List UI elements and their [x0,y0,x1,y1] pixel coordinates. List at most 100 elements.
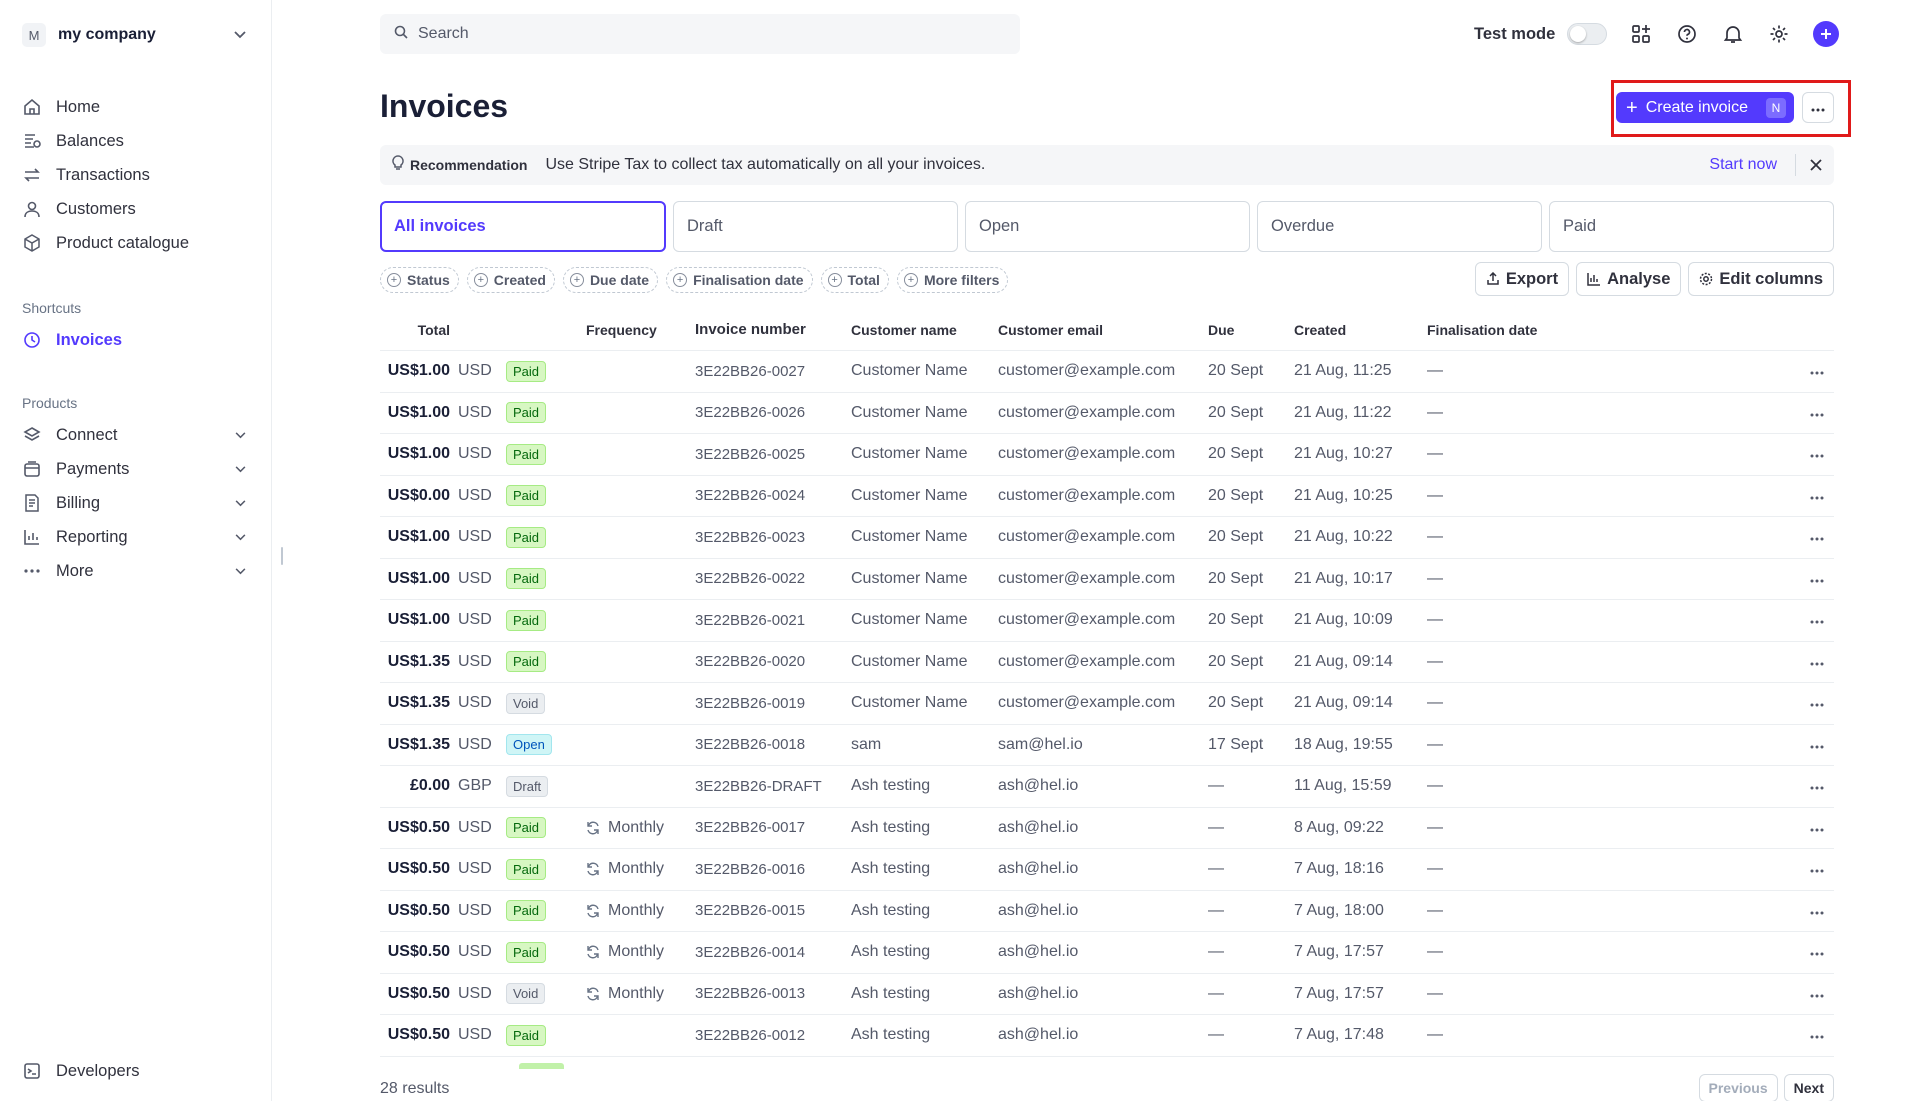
row-menu-button[interactable] [1747,736,1834,754]
ellipsis-icon [1810,611,1824,629]
filter-total[interactable]: + Total [820,267,889,293]
row-menu-button[interactable] [1747,694,1834,712]
header-invoice-number[interactable]: Invoice number [695,321,806,338]
table-row[interactable]: US$1.00 USD Paid 3E22BB26-0021 Customer Name… [380,600,1834,642]
row-menu-button[interactable] [1747,777,1834,795]
amount: US$0.50 [387,1026,450,1044]
tab-open[interactable]: Open [965,201,1250,252]
more-actions-button[interactable] [1802,92,1834,123]
tab-all-invoices[interactable]: All invoices [380,201,666,252]
tab-draft[interactable]: Draft [673,201,958,252]
gear-icon[interactable] [1767,22,1791,46]
help-icon[interactable] [1675,22,1699,46]
currency: USD [458,984,492,1002]
edit-columns-button[interactable]: Edit columns [1688,262,1834,296]
sidebar-resize-handle[interactable] [281,547,283,565]
row-menu-button[interactable] [1747,404,1834,422]
sidebar-item-billing[interactable]: Billing [22,486,248,520]
filter-finalisation-date[interactable]: + Finalisation date [666,267,813,293]
row-menu-button[interactable] [1747,362,1834,380]
table-row[interactable]: US$0.50 USD Paid 3E22BB26-0012 Ash testing as… [380,1015,1834,1057]
row-menu-button[interactable] [1747,445,1834,463]
finalisation-date: — [1427,1026,1443,1044]
table-row[interactable]: US$1.00 USD Paid 3E22BB26-0025 Customer Name… [380,434,1834,476]
header-frequency[interactable]: Frequency [586,321,657,338]
table-row[interactable]: US$0.50 USD Paid Monthly 3E22BB26-0015 Ash te… [380,891,1834,932]
tab-paid[interactable]: Paid [1549,201,1834,252]
close-icon[interactable] [1810,159,1822,171]
finalisation-date: — [1427,694,1443,712]
filter-created[interactable]: + Created [466,267,555,293]
header-due[interactable]: Due [1208,321,1235,338]
sidebar-item-reporting[interactable]: Reporting [22,520,248,554]
sidebar-item-more[interactable]: More [22,554,248,588]
row-menu-button[interactable] [1747,1026,1834,1044]
create-invoice-button[interactable]: + Create invoice N [1616,92,1794,123]
table-row[interactable]: £0.00 GBP Draft 3E22BB26-DRAFT Ash testing as… [380,766,1834,808]
table-row[interactable]: US$1.35 USD Open 3E22BB26-0018 sam sam@hel.io… [380,725,1834,766]
sidebar-item-payments[interactable]: Payments [22,452,248,486]
sidebar-item-customers[interactable]: Customers [22,192,248,226]
header-customer-email[interactable]: Customer email [998,321,1104,338]
shortcuts-nav: Invoices [22,323,248,357]
filter-status[interactable]: + Status [380,267,459,293]
table-row[interactable]: US$0.00 USD Paid 3E22BB26-0024 Customer Name… [380,476,1834,517]
payments-icon [22,459,42,479]
row-menu-button[interactable] [1747,943,1834,961]
row-menu-button[interactable] [1747,653,1834,671]
tab-overdue[interactable]: Overdue [1257,201,1542,252]
sidebar-item-invoices[interactable]: Invoices [22,323,248,357]
sidebar-item-connect[interactable]: Connect [22,418,248,452]
search-input[interactable] [418,25,978,43]
chevron-down-icon [232,563,248,579]
analyse-button[interactable]: Analyse [1576,262,1682,296]
table-row[interactable]: US$1.35 USD Void 3E22BB26-0019 Customer Name… [380,683,1834,725]
customer-name: Ash testing [851,818,931,836]
row-menu-button[interactable] [1747,819,1834,837]
chevron-down-icon [232,461,248,477]
row-menu-button[interactable] [1747,985,1834,1003]
table-row[interactable]: US$0.50 USD Paid Monthly 3E22BB26-0017 Ash te… [380,808,1834,849]
table-row[interactable]: US$1.00 USD Paid 3E22BB26-0023 Customer Name… [380,517,1834,559]
ellipsis-icon [1810,860,1824,878]
bell-icon[interactable] [1721,22,1745,46]
header-total[interactable]: Total [417,321,450,338]
table-row[interactable]: US$1.00 USD Paid 3E22BB26-0027 Customer Name… [380,351,1834,393]
table-row[interactable]: US$0.50 USD Paid Monthly 3E22BB26-0014 Ash te… [380,932,1834,974]
header-created[interactable]: Created [1294,321,1347,338]
next-button[interactable]: Next [1783,1074,1834,1101]
apps-icon[interactable] [1629,22,1653,46]
row-menu-button[interactable] [1747,902,1834,920]
finalisation-date: — [1427,569,1443,587]
filter-due-date[interactable]: + Due date [562,267,659,293]
status-badge: Paid [506,858,547,880]
amount: US$0.50 [387,818,450,836]
ellipsis-icon [1810,528,1824,546]
ellipsis-icon [1810,943,1824,961]
row-menu-button[interactable] [1747,528,1834,546]
account-switcher[interactable]: M my company [22,20,248,50]
row-menu-button[interactable] [1747,570,1834,588]
sidebar-item-home[interactable]: Home [22,90,248,124]
filter-more[interactable]: + More filters [896,267,1009,293]
table-row[interactable]: US$1.00 USD Paid 3E22BB26-0022 Customer Name… [380,559,1834,600]
search-bar[interactable] [380,14,1020,54]
add-icon[interactable] [1813,21,1840,47]
export-button[interactable]: Export [1474,262,1570,296]
table-row[interactable]: US$0.50 USD Void Monthly 3E22BB26-0013 Ash te… [380,974,1834,1015]
header-finalisation-date[interactable]: Finalisation date [1427,321,1538,338]
header-customer-name[interactable]: Customer name [851,321,957,338]
sidebar-item-product-catalogue[interactable]: Product catalogue [22,226,248,260]
row-menu-button[interactable] [1747,487,1834,505]
test-mode-toggle[interactable] [1567,23,1608,45]
row-menu-button[interactable] [1747,611,1834,629]
row-menu-button[interactable] [1747,860,1834,878]
table-row[interactable]: US$1.00 USD Paid 3E22BB26-0026 Customer Name… [380,393,1834,434]
start-now-link[interactable]: Start now [1709,156,1777,173]
sidebar-item-balances[interactable]: Balances [22,124,248,158]
table-row[interactable]: US$0.50 USD Paid Monthly 3E22BB26-0016 Ash te… [380,849,1834,891]
sidebar-item-transactions[interactable]: Transactions [22,158,248,192]
table-row[interactable]: US$1.35 USD Paid 3E22BB26-0020 Customer Name… [380,642,1834,683]
sidebar-item-developers[interactable]: Developers [22,1054,248,1088]
previous-button[interactable]: Previous [1698,1074,1778,1101]
